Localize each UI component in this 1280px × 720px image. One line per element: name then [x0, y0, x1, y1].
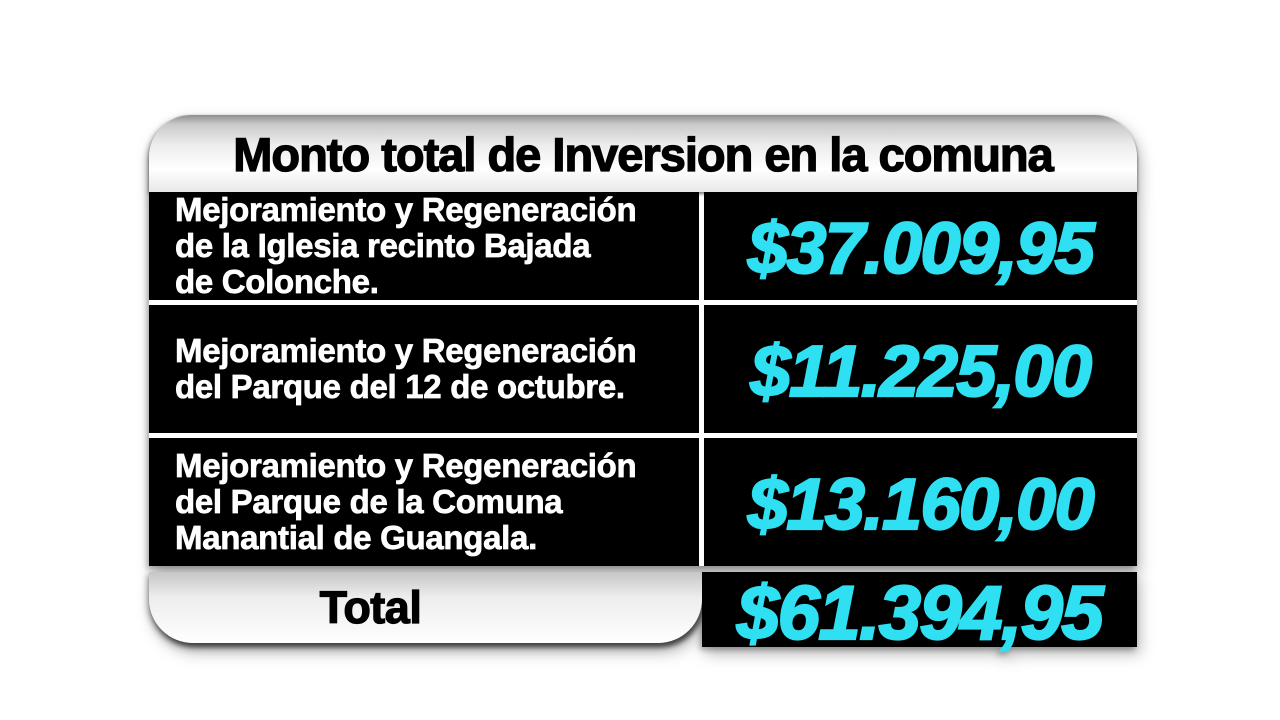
row-label-line: Mejoramiento y Regeneración — [175, 447, 637, 484]
table-row-2-value-cell: $11.225,00 — [704, 305, 1137, 433]
total-row: Total $61.394,95 — [149, 570, 1137, 657]
row-label-line: del Parque de la Comuna — [175, 483, 563, 520]
page-title: Monto total de Inversion en la comuna — [233, 127, 1055, 181]
table-row-2-label-cell: Mejoramiento y Regeneración del Parque d… — [149, 305, 699, 433]
row-label-line: del Parque del 12 de octubre. — [175, 368, 626, 405]
investment-table-body: Mejoramiento y Regeneración de la Iglesi… — [149, 191, 1137, 566]
row-amount: $11.225,00 — [749, 331, 1093, 413]
row-label-line: de la Iglesia recinto Bajada — [175, 227, 591, 264]
table-row-3-value-cell: $13.160,00 — [704, 438, 1137, 566]
row-amount: $13.160,00 — [747, 464, 1096, 546]
total-value-cell: $61.394,95 — [702, 570, 1137, 657]
investment-table-card: Monto total de Inversion en la comuna Me… — [149, 115, 1137, 657]
total-amount: $61.394,95 — [736, 570, 1105, 657]
total-banner: Total — [149, 572, 702, 643]
row-label-line: Mejoramiento y Regeneración — [175, 191, 637, 228]
row-label-line: Manantial de Guangala. — [175, 519, 538, 556]
table-row-1-label-cell: Mejoramiento y Regeneración de la Iglesi… — [149, 191, 699, 300]
table-row-1-value-cell: $37.009,95 — [704, 192, 1137, 300]
row-label-line: Mejoramiento y Regeneración — [175, 332, 637, 369]
total-label: Total — [319, 581, 422, 633]
row-amount: $37.009,95 — [747, 208, 1096, 290]
row-label-line: de Colonche. — [175, 263, 380, 300]
table-row-3-label-cell: Mejoramiento y Regeneración del Parque d… — [149, 438, 699, 566]
table-header: Monto total de Inversion en la comuna — [149, 115, 1137, 192]
